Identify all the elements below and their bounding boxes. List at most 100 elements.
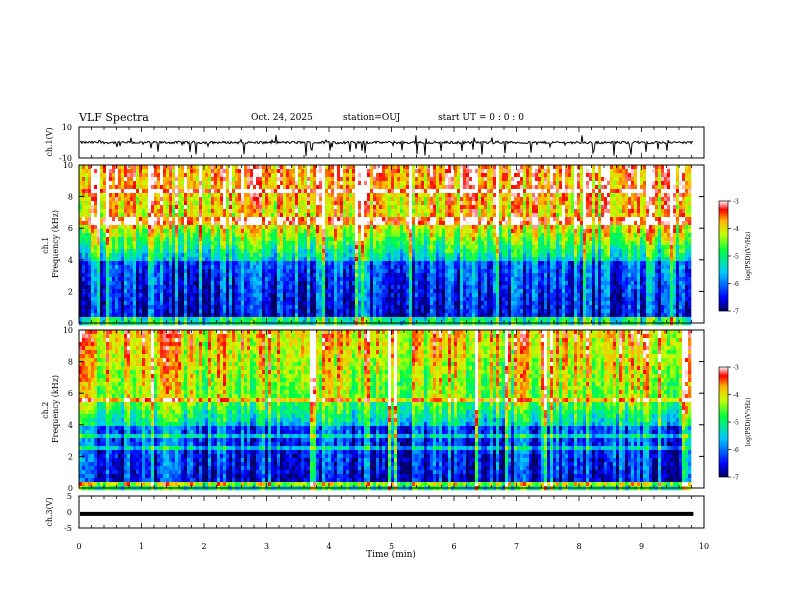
spectrogram-cell — [475, 181, 479, 186]
spectrogram-cell — [229, 173, 233, 178]
spectrogram-cell — [220, 181, 224, 186]
spectrogram-cell — [448, 209, 452, 214]
spectrogram-cell — [97, 249, 101, 254]
spectrogram-cell — [118, 213, 122, 218]
spectrogram-cell — [592, 241, 596, 246]
spectrogram-cell — [262, 189, 266, 194]
spectrogram-cell — [667, 173, 671, 178]
spectrogram-cell — [592, 245, 596, 250]
spectrogram-cell — [418, 241, 422, 246]
spectrogram-cell — [523, 177, 527, 182]
spectrogram-cell — [406, 185, 410, 190]
spectrogram-cell — [424, 177, 428, 182]
spectrogram-cell — [634, 181, 638, 186]
spectrogram-cell — [265, 189, 269, 194]
spectrogram-cell — [604, 185, 608, 190]
spectrogram-cell — [580, 237, 584, 242]
spectrogram-cell — [364, 213, 368, 218]
spectrogram-cell — [541, 225, 545, 230]
spectrogram-cell — [226, 169, 230, 174]
spectrogram-cell — [664, 209, 668, 214]
spectrogram-cell — [358, 241, 362, 246]
spectrogram-cell — [499, 213, 503, 218]
spectrogram-cell — [223, 201, 227, 206]
spectrogram-cell — [277, 189, 281, 194]
spectrogram-cell — [454, 165, 458, 170]
spectrogram-cell — [670, 185, 674, 190]
spectrogram-cell — [433, 213, 437, 218]
spectrogram-cell — [352, 237, 356, 242]
spectrogram-cell — [142, 181, 146, 186]
spectrogram-cell — [142, 241, 146, 246]
spectrogram-cell — [496, 205, 500, 210]
spectrogram-cell — [457, 217, 461, 222]
spectrogram-cell — [205, 261, 209, 266]
spectrogram-cell — [82, 217, 86, 222]
spectrogram-cell — [679, 221, 683, 226]
spectrogram-cell — [583, 181, 587, 186]
spectrogram-cell — [556, 185, 560, 190]
spectrogram-cell — [406, 165, 410, 170]
spectrogram-cell — [601, 193, 605, 198]
spectrogram-cell — [157, 221, 161, 226]
spectrogram-cell — [349, 257, 353, 262]
spectrogram-cell — [364, 241, 368, 246]
spectrogram-cell — [433, 253, 437, 258]
spectrogram-cell — [358, 237, 362, 242]
spectrogram-cell — [478, 221, 482, 226]
spectrogram-cell — [418, 173, 422, 178]
spectrogram-cell — [598, 201, 602, 206]
spectrogram-cell — [289, 169, 293, 174]
spectrogram-cell — [499, 209, 503, 214]
spectrogram-cell — [142, 201, 146, 206]
spectrogram-cell — [289, 245, 293, 250]
spectrogram-cell — [655, 229, 659, 234]
spectrogram-cell — [88, 197, 92, 202]
spectrogram-cell — [301, 257, 305, 262]
spectrogram-cell — [658, 181, 662, 186]
spectrogram-cell — [364, 185, 368, 190]
spectrogram-cell — [574, 221, 578, 226]
spectrogram-cell — [337, 185, 341, 190]
spectrogram-cell — [643, 209, 647, 214]
spectrogram-cell — [373, 249, 377, 254]
spectrogram-cell — [649, 213, 653, 218]
spectrogram-cell — [394, 189, 398, 194]
spectrogram-cell — [487, 213, 491, 218]
spectrogram-cell — [535, 213, 539, 218]
spectrogram-cell — [664, 193, 668, 198]
spectrogram-cell — [316, 205, 320, 210]
spectrogram-cell — [484, 249, 488, 254]
spectrogram-cell — [361, 205, 365, 210]
spectrogram-cell — [613, 173, 617, 178]
spectrogram-cell — [496, 165, 500, 170]
spectrogram-cell — [448, 253, 452, 258]
spectrogram-cell — [607, 221, 611, 226]
spectrogram-cell — [139, 209, 143, 214]
spectrogram-cell — [517, 177, 521, 182]
spectrogram-cell — [424, 173, 428, 178]
spectrogram-cell — [589, 221, 593, 226]
spectrogram-cell — [349, 229, 353, 234]
spectrogram-cell — [556, 253, 560, 258]
spectrogram-cell — [688, 221, 692, 226]
spectrogram-cell — [424, 257, 428, 262]
spectrogram-cell — [403, 233, 407, 238]
spectrogram-cell — [622, 165, 626, 170]
spectrogram-cell — [508, 185, 512, 190]
spectrogram-cell — [283, 229, 287, 234]
spectrogram-cell — [358, 225, 362, 230]
spectrogram-cell — [589, 217, 593, 222]
spectrogram-cell — [295, 193, 299, 198]
spectrogram-cell — [358, 257, 362, 262]
spectrogram-cell — [322, 197, 326, 202]
spectrogram-cell — [505, 229, 509, 234]
spectrogram-cell — [187, 241, 191, 246]
spectrogram-cell — [241, 241, 245, 246]
spectrogram-cell — [424, 237, 428, 242]
spectrogram-cell — [370, 233, 374, 238]
spectrogram-cell — [649, 169, 653, 174]
spectrogram-cell — [145, 177, 149, 182]
spectrogram-cell — [202, 233, 206, 238]
spectrogram-cell — [367, 237, 371, 242]
